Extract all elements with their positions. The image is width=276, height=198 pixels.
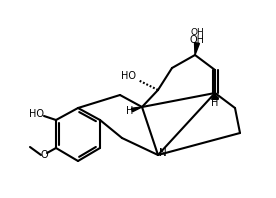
Text: HO: HO (121, 71, 136, 81)
Polygon shape (195, 43, 200, 55)
Text: HO: HO (28, 109, 44, 119)
Polygon shape (131, 107, 142, 112)
Text: N: N (159, 148, 167, 158)
Text: OH: OH (190, 35, 205, 45)
Text: OH: OH (190, 28, 204, 37)
Text: H: H (211, 98, 219, 108)
Text: H: H (126, 106, 134, 116)
Text: O: O (40, 150, 48, 160)
